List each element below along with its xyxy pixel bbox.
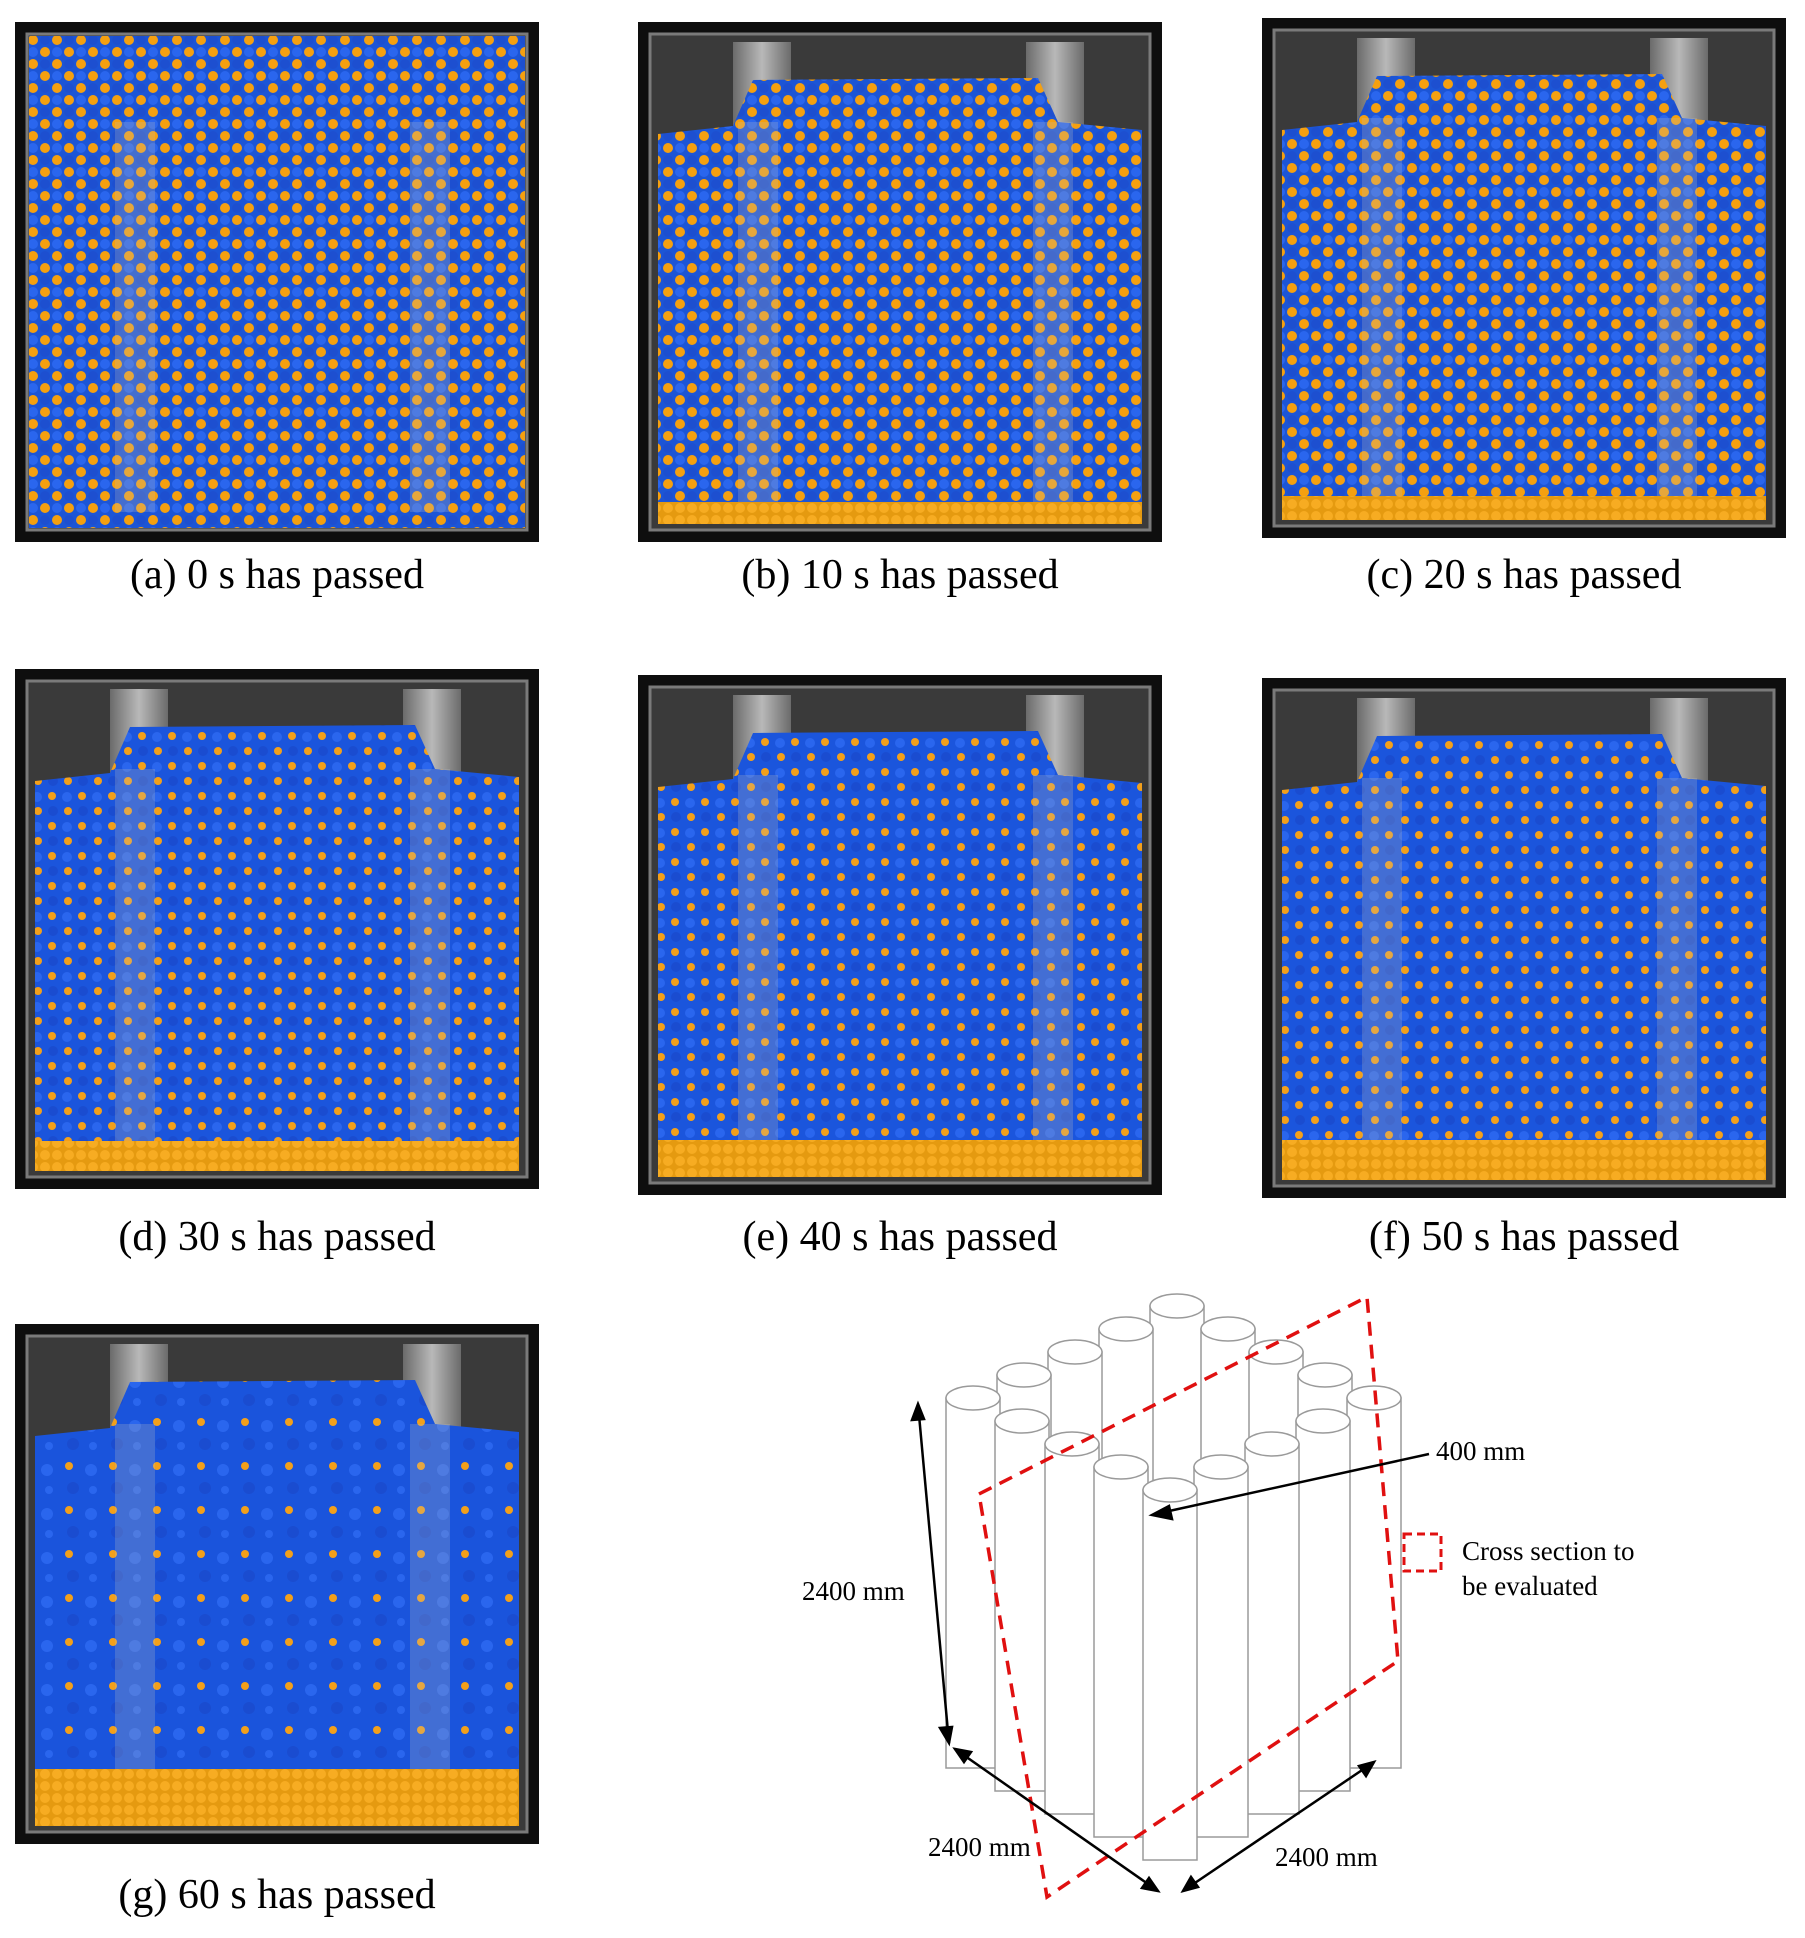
panel-b xyxy=(636,20,1164,544)
cylinder-diagram: 2400 mm 2400 mm 2400 mm 400 mm Cross sec… xyxy=(802,1293,1635,1900)
legend-text: Cross section to xyxy=(1462,1536,1635,1566)
caption: (e) 40 s has passed xyxy=(743,1214,1058,1260)
caption: (g) 60 s has passed xyxy=(118,1872,435,1918)
panel-d xyxy=(13,667,541,1191)
width-label: 2400 mm xyxy=(1275,1842,1378,1872)
legend-text: be evaluated xyxy=(1462,1571,1598,1601)
panel-f xyxy=(1260,676,1788,1200)
caption: (b) 10 s has passed xyxy=(741,552,1058,598)
diameter-label: 400 mm xyxy=(1436,1436,1525,1466)
caption: (d) 30 s has passed xyxy=(118,1214,435,1260)
depth-label: 2400 mm xyxy=(928,1832,1031,1862)
panel-a xyxy=(13,20,541,544)
panel-e xyxy=(636,673,1164,1197)
caption: (c) 20 s has passed xyxy=(1367,552,1682,598)
dimension-arrows xyxy=(910,1400,1430,1893)
cross-section-plane xyxy=(977,1294,1400,1900)
caption: (f) 50 s has passed xyxy=(1369,1214,1679,1260)
legend-swatch xyxy=(1402,1532,1443,1573)
panel-g xyxy=(13,1322,541,1846)
cylinders xyxy=(945,1293,1402,1861)
panel-c xyxy=(1260,16,1788,540)
height-label: 2400 mm xyxy=(802,1576,905,1606)
caption: (a) 0 s has passed xyxy=(130,552,424,598)
